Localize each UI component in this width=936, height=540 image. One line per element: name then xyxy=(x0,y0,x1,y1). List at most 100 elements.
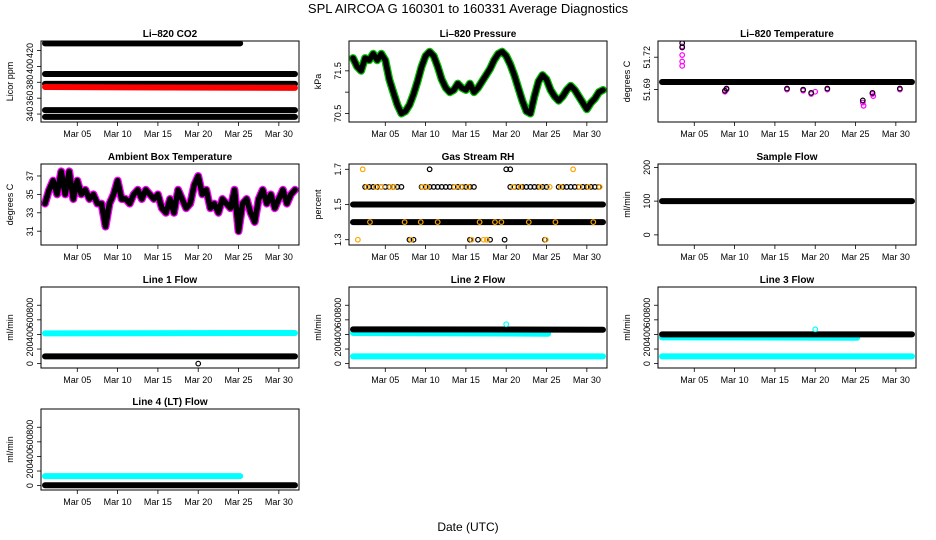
rh-point xyxy=(434,219,441,226)
co2-ytick-label: 360 xyxy=(25,91,35,106)
line4-xtick-label: Mar 10 xyxy=(104,497,132,507)
rh-xtick-label: Mar 25 xyxy=(533,252,561,262)
line4-ytick-label: 400 xyxy=(25,449,35,464)
sample-xtick-label: Mar 30 xyxy=(882,252,910,262)
temperature-point xyxy=(859,99,866,106)
line2-ytick-label: 400 xyxy=(333,327,343,342)
temperature-point xyxy=(896,85,903,92)
line4-xtick-label: Mar 15 xyxy=(144,497,172,507)
line2-ylabel: ml/min xyxy=(313,314,323,341)
rh-point xyxy=(517,183,524,190)
rh-point xyxy=(480,236,487,243)
rh-point xyxy=(424,183,431,190)
line4-frame xyxy=(40,408,300,491)
ambient-title: Ambient Box Temperature xyxy=(108,152,233,163)
co2-ytick-label: 380 xyxy=(25,75,35,90)
line4-xtick-label: Mar 05 xyxy=(63,497,91,507)
pressure-xtick-label: Mar 30 xyxy=(573,129,601,139)
rh-point xyxy=(542,236,549,243)
rh-marks xyxy=(350,166,606,243)
line1-ytick-label: 0 xyxy=(25,361,35,366)
co2-series-target xyxy=(42,84,298,91)
co2-xtick-label: Mar 10 xyxy=(104,129,132,139)
ambient-ytick-label: 33 xyxy=(25,208,35,218)
temperature-ylabel: degrees C xyxy=(622,60,632,102)
co2-ytick-label: 340 xyxy=(25,107,35,122)
temperature-point xyxy=(679,52,686,58)
rh-point xyxy=(585,183,592,190)
rh-point xyxy=(492,219,498,226)
line4-ytick-label: 800 xyxy=(25,420,35,435)
rh-xtick-label: Mar 20 xyxy=(492,252,520,262)
rh-xtick-label: Mar 05 xyxy=(371,252,399,262)
rh-point xyxy=(498,219,505,226)
rh-point xyxy=(483,236,490,243)
line3-frame xyxy=(657,286,917,369)
line3-xtick-label: Mar 15 xyxy=(761,375,789,385)
co2-xtick-label: Mar 20 xyxy=(184,129,212,139)
rh-frame xyxy=(348,163,608,246)
rh-point xyxy=(417,219,424,226)
rh-point xyxy=(391,183,398,190)
line2-xtick-label: Mar 15 xyxy=(452,375,480,385)
line1-frame xyxy=(40,286,300,369)
ambient-panel: Ambient Box Temperature degrees C 31 33 35 37… xyxy=(5,152,300,262)
rh-title: Gas Stream RH xyxy=(442,152,515,163)
rh-point xyxy=(525,219,532,226)
temperature-point xyxy=(859,97,866,104)
line1-xtick-label: Mar 20 xyxy=(184,375,212,385)
line3-point xyxy=(812,326,819,333)
sample-ytick-label: 0 xyxy=(642,232,652,237)
line3-title: Line 3 Flow xyxy=(760,275,815,286)
line4-xtick-label: Mar 20 xyxy=(184,497,212,507)
rh-xtick-label: Mar 15 xyxy=(452,252,480,262)
line2-series-line2-cyan-mid xyxy=(350,329,552,337)
rh-point xyxy=(590,219,597,226)
co2-xtick-label: Mar 15 xyxy=(144,129,172,139)
ambient-ytick-label: 35 xyxy=(25,189,35,199)
temperature-point xyxy=(784,85,790,92)
ambient-xtick-label: Mar 15 xyxy=(144,252,172,262)
rh-point xyxy=(537,183,543,190)
temperature-point xyxy=(869,89,876,96)
line4-ylabel: ml/min xyxy=(5,436,15,463)
co2-xtick-label: Mar 25 xyxy=(225,129,253,139)
co2-ytick-label: 420 xyxy=(25,43,35,58)
line3-xtick-label: Mar 25 xyxy=(842,375,870,385)
line1-ylabel: ml/min xyxy=(5,314,15,341)
pressure-ytick-label: 70.5 xyxy=(333,105,343,123)
sample-xtick-label: Mar 10 xyxy=(721,252,749,262)
rh-ytick-label: 1.5 xyxy=(333,198,343,211)
pressure-xtick-label: Mar 15 xyxy=(452,129,480,139)
rh-point xyxy=(426,166,433,173)
pressure-ylabel: kPa xyxy=(313,74,323,90)
temperature-point xyxy=(808,89,815,96)
line4-xtick-label: Mar 30 xyxy=(265,497,293,507)
temperature-title: Li–820 Temperature xyxy=(740,29,834,40)
rh-point xyxy=(475,236,481,243)
rh-point xyxy=(576,183,583,190)
rh-point xyxy=(596,183,603,190)
rh-point xyxy=(468,236,475,243)
line1-xtick-label: Mar 05 xyxy=(63,375,91,385)
line4-ytick-label: 600 xyxy=(25,434,35,449)
rh-point xyxy=(451,183,458,190)
line3-ylabel: ml/min xyxy=(622,314,632,341)
line4-marks xyxy=(42,473,298,489)
temperature-xtick-label: Mar 15 xyxy=(761,129,789,139)
sample-title: Sample Flow xyxy=(756,152,817,163)
pressure-frame xyxy=(348,40,608,123)
co2-ylabel: Licor ppm xyxy=(5,62,15,102)
sample-ytick-label: 200 xyxy=(642,160,652,175)
line2-ytick-label: 800 xyxy=(333,298,343,313)
line2-ytick-label: 600 xyxy=(333,312,343,327)
rh-point xyxy=(507,166,514,173)
line3-xtick-label: Mar 30 xyxy=(882,375,910,385)
temperature-xtick-label: Mar 10 xyxy=(721,129,749,139)
line2-xtick-label: Mar 25 xyxy=(533,375,561,385)
pressure-marks xyxy=(349,47,607,118)
rh-point xyxy=(558,183,564,190)
